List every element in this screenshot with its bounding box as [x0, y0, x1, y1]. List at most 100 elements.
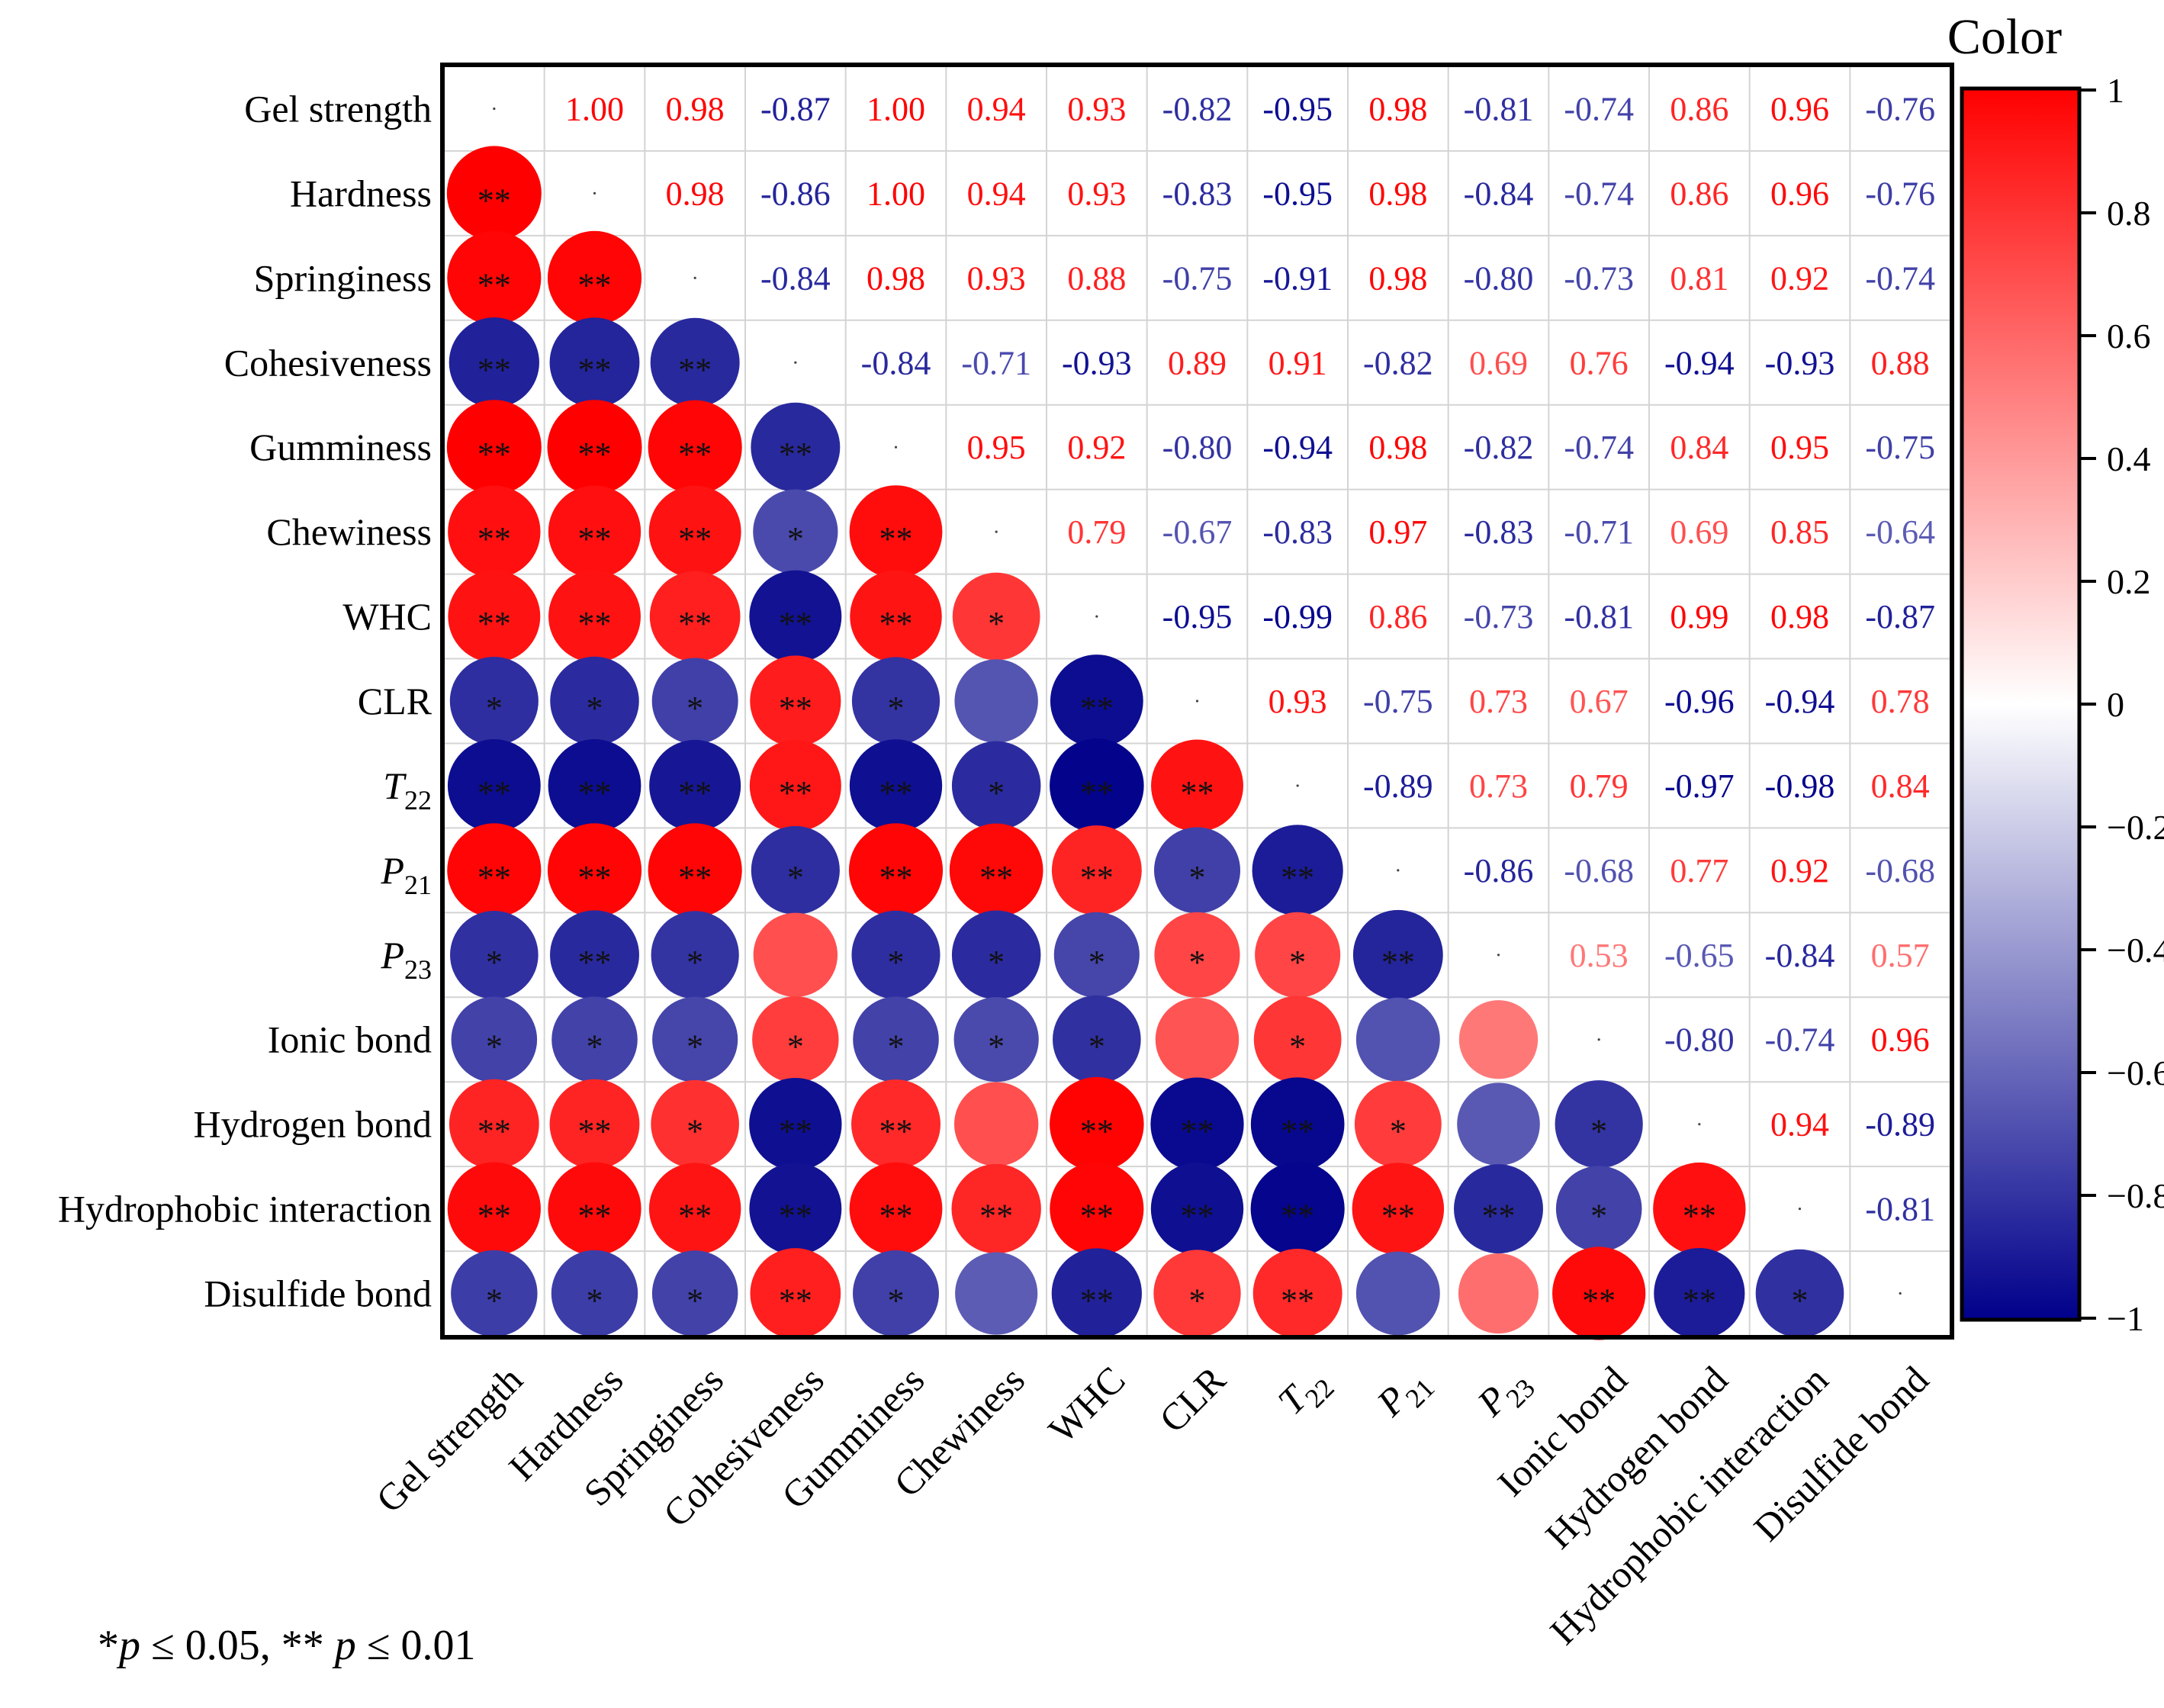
- significance-marker: *: [1390, 1113, 1407, 1150]
- colorbar-tick-label: 0: [2107, 685, 2124, 724]
- value-label-gel-strength-clr: -0.82: [1162, 90, 1233, 127]
- correlation-circle-p23-clr: [1154, 912, 1240, 998]
- significance-marker: **: [1381, 944, 1415, 981]
- value-label-clr-p23: 0.73: [1469, 683, 1528, 720]
- significance-marker: **: [678, 351, 712, 388]
- column-label-t22: T22: [1269, 1358, 1339, 1428]
- correlation-circle-clr-hardness: [550, 656, 639, 746]
- value-label-springiness-ionic-bond: -0.73: [1564, 259, 1634, 297]
- significance-marker: **: [1381, 1198, 1415, 1235]
- correlation-circle-hardness-gel-strength: [446, 146, 542, 241]
- value-label-gel-strength-cohesiveness: -0.87: [760, 90, 831, 127]
- value-label-ionic-bond-disulfide-bond: 0.96: [1871, 1021, 1930, 1059]
- value-label-gel-strength-hydrophobic-interaction: 0.96: [1770, 90, 1829, 127]
- diagonal-dot: [693, 276, 696, 279]
- diagonal-dot: [1798, 1208, 1802, 1211]
- correlation-circle-chewiness-gumminess: [849, 485, 943, 579]
- significance-marker: **: [1181, 1113, 1214, 1150]
- correlation-circle-disulfide-bond-p23: [1458, 1253, 1539, 1334]
- value-label-t22-hydrophobic-interaction: -0.98: [1765, 767, 1835, 805]
- value-label-cohesiveness-gumminess: -0.84: [861, 344, 931, 381]
- significance-marker: *: [686, 1113, 703, 1150]
- value-label-gumminess-chewiness: 0.95: [967, 429, 1026, 466]
- correlation-circle-hydrophobic-interaction-p21: [1352, 1163, 1445, 1255]
- correlation-circle-springiness-gel-strength: [447, 230, 542, 325]
- significance-marker: **: [678, 436, 712, 473]
- significance-marker: **: [879, 859, 913, 896]
- diagonal-dot: [493, 107, 496, 111]
- correlation-circle-p21-gel-strength: [447, 823, 542, 918]
- significance-marker: *: [587, 1028, 603, 1066]
- correlation-circle-hydrophobic-interaction-springiness: [648, 1163, 741, 1255]
- significance-marker: **: [779, 436, 812, 473]
- value-label-cohesiveness-p23: 0.69: [1469, 344, 1528, 381]
- value-label-springiness-whc: 0.88: [1067, 259, 1126, 297]
- correlation-circle-chewiness-springiness: [648, 485, 741, 578]
- correlation-circle-hydrophobic-interaction-whc: [1050, 1162, 1144, 1256]
- diagonal-dot: [1195, 700, 1199, 703]
- row-label-p23: P23: [380, 934, 432, 985]
- value-label-whc-hydrogen-bond: 0.99: [1670, 598, 1728, 635]
- correlation-circle-disulfide-bond-hydrophobic-interaction: [1755, 1249, 1844, 1338]
- correlation-circle-hydrophobic-interaction-p23: [1454, 1164, 1543, 1254]
- value-label-clr-t22: 0.93: [1268, 683, 1327, 720]
- significance-marker: *: [1792, 1282, 1809, 1320]
- significance-marker: **: [1181, 774, 1214, 812]
- correlation-circle-p23-whc: [1053, 912, 1140, 998]
- correlation-circle-whc-springiness: [649, 571, 741, 662]
- correlation-circle-hydrogen-bond-p21: [1354, 1080, 1442, 1168]
- correlation-circle-t22-hardness: [548, 739, 641, 832]
- value-label-p21-ionic-bond: -0.68: [1564, 852, 1634, 889]
- value-label-hardness-p23: -0.84: [1464, 175, 1534, 212]
- row-label-whc: WHC: [342, 595, 432, 638]
- row-label-springiness: Springiness: [254, 256, 432, 299]
- value-label-gel-strength-springiness: 0.98: [666, 90, 725, 127]
- value-label-chewiness-ionic-bond: -0.71: [1564, 513, 1634, 551]
- diagonal-dot: [1597, 1038, 1600, 1041]
- diagonal-dot: [1095, 615, 1098, 618]
- significance-marker: *: [1289, 1028, 1306, 1066]
- value-label-gumminess-disulfide-bond: -0.75: [1865, 429, 1935, 466]
- correlation-circle-p23-springiness: [651, 911, 739, 999]
- correlation-circle-whc-hardness: [548, 570, 641, 663]
- correlation-circle-disulfide-bond-hardness: [551, 1250, 638, 1337]
- value-label-gel-strength-chewiness: 0.94: [967, 90, 1026, 127]
- correlation-circle-ionic-bond-whc: [1053, 995, 1141, 1084]
- significance-marker: **: [578, 266, 612, 304]
- significance-marker: **: [477, 774, 511, 812]
- significance-marker: **: [779, 1282, 812, 1320]
- value-label-t22-ionic-bond: 0.79: [1570, 767, 1629, 805]
- correlation-circle-hydrophobic-interaction-clr: [1150, 1162, 1244, 1256]
- significance-marker: **: [1281, 1113, 1314, 1150]
- correlation-circle-p23-chewiness: [951, 910, 1041, 1000]
- row-label-hardness: Hardness: [290, 172, 432, 214]
- correlation-circle-p21-whc: [1051, 825, 1142, 915]
- significance-marker: *: [988, 944, 1005, 981]
- correlation-circle-p23-cohesiveness: [753, 912, 838, 997]
- value-label-springiness-t22: -0.91: [1262, 259, 1333, 297]
- significance-footnote: *p ≤ 0.05, ** p ≤ 0.01: [98, 1622, 475, 1669]
- significance-marker: **: [1080, 1198, 1114, 1235]
- correlation-circle-p21-hardness: [547, 823, 642, 918]
- significance-marker: *: [988, 605, 1005, 642]
- plot-border: [440, 63, 1954, 1340]
- significance-marker: *: [686, 690, 703, 727]
- diagonal-dot: [1899, 1291, 1902, 1295]
- value-label-gel-strength-hydrogen-bond: 0.86: [1670, 90, 1728, 127]
- correlation-circle-whc-gel-strength: [448, 570, 541, 663]
- value-label-hardness-chewiness: 0.94: [967, 175, 1026, 212]
- value-label-gumminess-hydrogen-bond: 0.84: [1670, 429, 1728, 466]
- diagonal-dot: [995, 530, 998, 533]
- correlation-circle-clr-springiness: [651, 658, 738, 745]
- significance-marker: *: [1590, 1113, 1607, 1150]
- value-label-whc-ionic-bond: -0.81: [1564, 598, 1634, 635]
- colorbar-tick-label: −0.8: [2107, 1176, 2164, 1215]
- column-label-whc: WHC: [1040, 1358, 1133, 1451]
- value-label-gel-strength-gumminess: 1.00: [867, 90, 925, 127]
- value-label-chewiness-hydrophobic-interaction: 0.85: [1770, 513, 1829, 551]
- correlation-circle-p21-cohesiveness: [751, 825, 840, 915]
- significance-marker: **: [1683, 1198, 1716, 1235]
- significance-marker: *: [888, 690, 905, 727]
- value-label-springiness-hydrogen-bond: 0.81: [1670, 259, 1728, 297]
- significance-marker: **: [477, 520, 511, 558]
